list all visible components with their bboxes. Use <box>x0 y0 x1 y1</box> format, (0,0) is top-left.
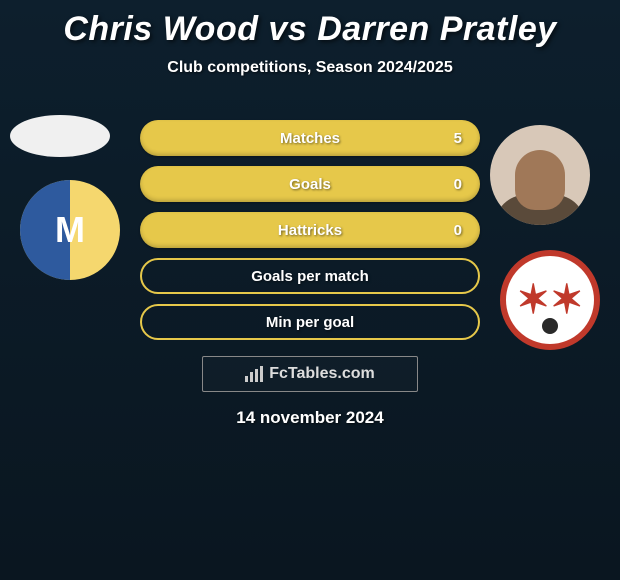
watermark-text: FcTables.com <box>269 365 375 383</box>
stat-value-right: 0 <box>454 222 462 239</box>
stat-row-matches: Matches 5 <box>140 120 480 156</box>
stat-label: Hattricks <box>278 222 342 239</box>
stat-label: Min per goal <box>266 314 354 331</box>
comparison-subtitle: Club competitions, Season 2024/2025 <box>0 59 620 77</box>
club-left-initial: M <box>55 209 85 251</box>
stats-container: Matches 5 Goals 0 Hattricks 0 Goals per … <box>0 120 620 350</box>
comparison-title: Chris Wood vs Darren Pratley <box>0 0 620 49</box>
watermark-badge: FcTables.com <box>202 356 418 392</box>
chart-icon <box>245 366 265 382</box>
stat-label: Matches <box>280 130 340 147</box>
stat-row-goals-per-match: Goals per match <box>140 258 480 294</box>
stat-value-right: 0 <box>454 176 462 193</box>
comparison-date: 14 november 2024 <box>0 408 620 428</box>
stat-row-min-per-goal: Min per goal <box>140 304 480 340</box>
stat-row-goals: Goals 0 <box>140 166 480 202</box>
stat-label: Goals per match <box>251 268 369 285</box>
stat-row-hattricks: Hattricks 0 <box>140 212 480 248</box>
stat-value-right: 5 <box>454 130 462 147</box>
stat-label: Goals <box>289 176 331 193</box>
